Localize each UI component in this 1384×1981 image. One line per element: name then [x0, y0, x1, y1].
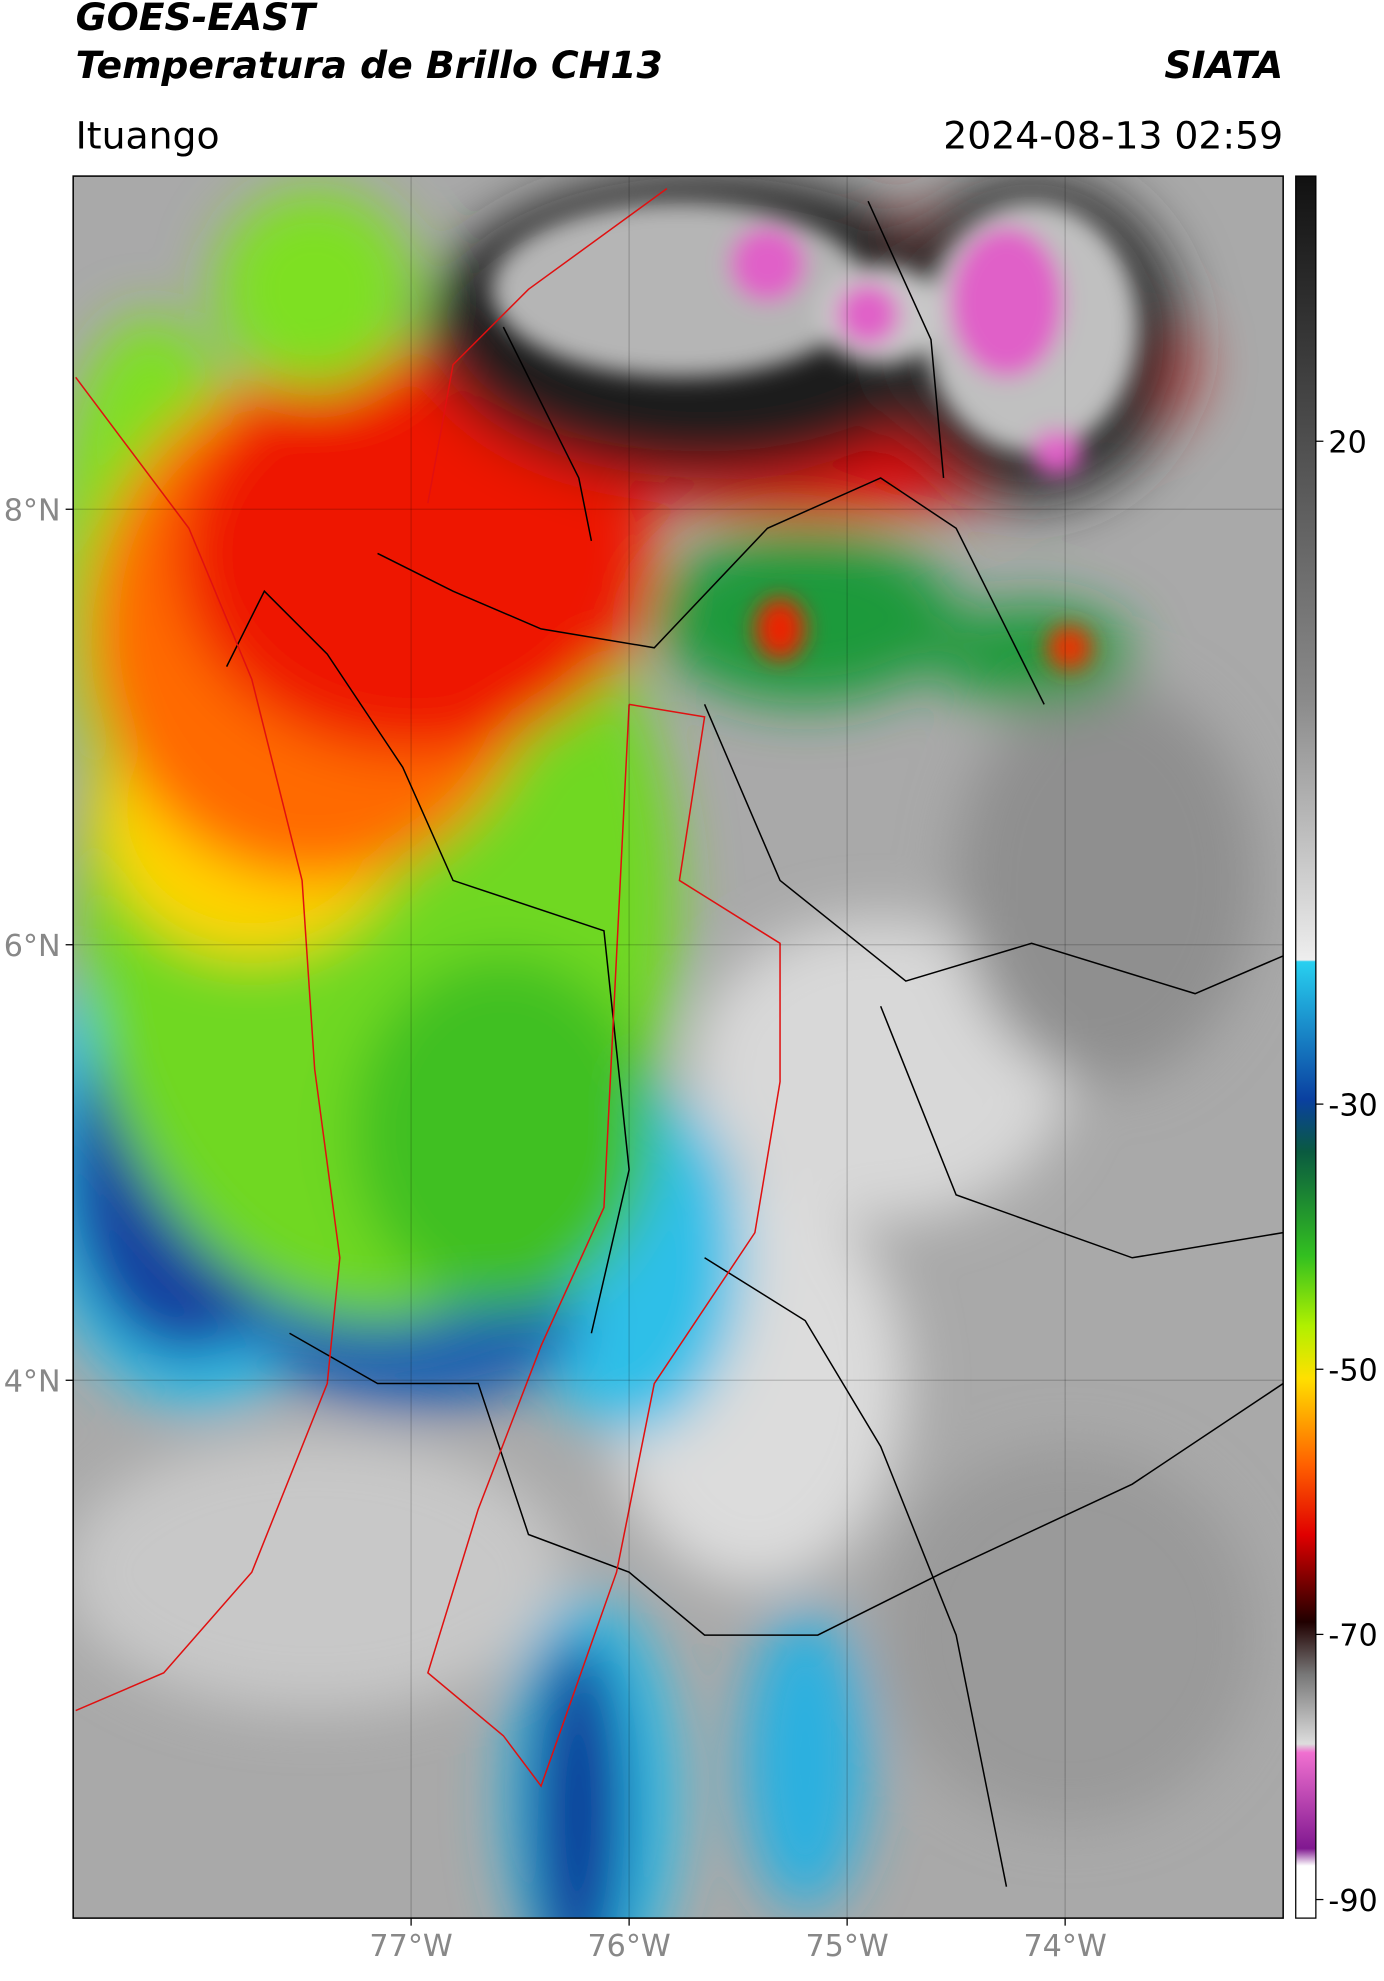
title: GOES-EAST — [76, 0, 319, 39]
colorbar-tick-label: -30 — [1328, 1088, 1377, 1123]
colorbar — [1295, 175, 1317, 1919]
satellite-image — [73, 176, 1284, 1919]
y-tick-label: 4°N — [4, 1365, 61, 1400]
y-tick-label: 6°N — [4, 929, 61, 964]
location: Ituango — [76, 113, 220, 157]
colorbar-tick-label: 20 — [1328, 426, 1366, 461]
map-frame — [72, 175, 1284, 1919]
y-tick-label: 8°N — [4, 494, 61, 529]
subtitle: Temperatura de Brillo CH13 — [76, 43, 663, 87]
x-tick-label: 76°W — [587, 1929, 670, 1964]
x-tick-label: 77°W — [369, 1929, 452, 1964]
colorbar-tick-label: -50 — [1328, 1354, 1377, 1389]
x-tick-label: 75°W — [805, 1929, 888, 1964]
datetime: 2024-08-13 02:59 — [943, 113, 1283, 157]
x-tick-label: 74°W — [1023, 1929, 1106, 1964]
colorbar-tick-label: -90 — [1328, 1884, 1377, 1919]
brand: SIATA — [1164, 43, 1283, 87]
colorbar-tick-label: -70 — [1328, 1619, 1377, 1654]
